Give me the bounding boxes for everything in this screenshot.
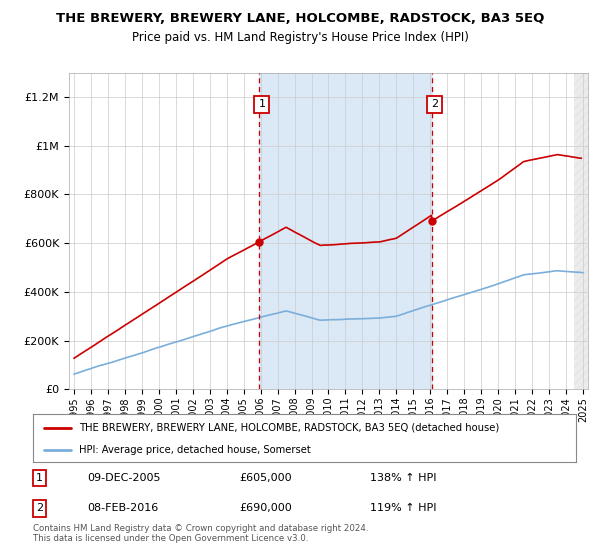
Text: £690,000: £690,000 <box>239 503 292 514</box>
Text: 08-FEB-2016: 08-FEB-2016 <box>88 503 158 514</box>
Text: THE BREWERY, BREWERY LANE, HOLCOMBE, RADSTOCK, BA3 5EQ (detached house): THE BREWERY, BREWERY LANE, HOLCOMBE, RAD… <box>79 423 499 433</box>
Bar <box>259 73 432 389</box>
Text: THE BREWERY, BREWERY LANE, HOLCOMBE, RADSTOCK, BA3 5EQ: THE BREWERY, BREWERY LANE, HOLCOMBE, RAD… <box>56 12 544 25</box>
Text: 1: 1 <box>259 100 265 109</box>
Text: 2: 2 <box>36 503 43 514</box>
Text: HPI: Average price, detached house, Somerset: HPI: Average price, detached house, Some… <box>79 445 311 455</box>
Text: 138% ↑ HPI: 138% ↑ HPI <box>370 473 436 483</box>
Text: 1: 1 <box>36 473 43 483</box>
Text: 119% ↑ HPI: 119% ↑ HPI <box>370 503 436 514</box>
Bar <box>574 73 588 389</box>
Text: £605,000: £605,000 <box>239 473 292 483</box>
Text: Price paid vs. HM Land Registry's House Price Index (HPI): Price paid vs. HM Land Registry's House … <box>131 31 469 44</box>
Text: Contains HM Land Registry data © Crown copyright and database right 2024.
This d: Contains HM Land Registry data © Crown c… <box>33 524 368 543</box>
Text: 09-DEC-2005: 09-DEC-2005 <box>88 473 161 483</box>
Text: 2: 2 <box>431 100 438 109</box>
